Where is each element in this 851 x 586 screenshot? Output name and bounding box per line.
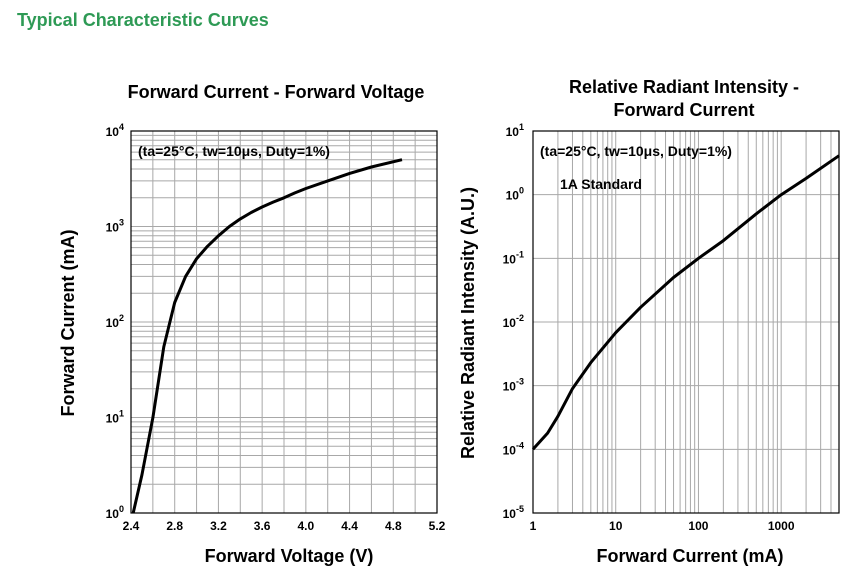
chart2-annotation: (ta=25°C, tw=10μs, Duty=1%) — [540, 143, 732, 159]
chart1-y-tick-label: 100 — [106, 504, 124, 521]
chart2-y-tick-label: 10-4 — [503, 440, 524, 457]
chart2-title-line1: Relative Radiant Intensity - — [569, 77, 799, 97]
chart1-x-tick-label: 4.0 — [298, 519, 315, 533]
chart2-x-tick-label: 1000 — [768, 519, 795, 533]
chart2-title-line2: Forward Current — [613, 100, 754, 120]
chart1-y-tick-label: 104 — [106, 122, 124, 139]
chart2-xlabel: Forward Current (mA) — [596, 546, 783, 566]
chart1-grid — [131, 131, 437, 513]
chart2-y-tick-label: 10-5 — [503, 504, 524, 521]
chart1-y-tick-label: 103 — [106, 218, 124, 235]
chart1-y-tick-label: 101 — [106, 409, 124, 426]
chart2-y-tick-label: 100 — [506, 186, 524, 203]
chart2-annotation-standard: 1A Standard — [560, 176, 642, 192]
chart1-title: Forward Current - Forward Voltage — [128, 82, 425, 102]
chart1-curve — [131, 158, 403, 514]
chart2-frame — [532, 130, 840, 514]
chart2-grid — [533, 131, 839, 513]
chart2-ylabel: Relative Radiant Intensity (A.U.) — [458, 187, 478, 459]
chart1-frame — [130, 130, 438, 514]
chart1-xlabel: Forward Voltage (V) — [205, 546, 374, 566]
chart2-x-tick-label: 10 — [609, 519, 623, 533]
chart2-y-tick-label: 10-1 — [503, 249, 524, 266]
chart2-x-tick-label: 100 — [688, 519, 708, 533]
chart2-curve — [531, 154, 840, 451]
chart1-x-tick-label: 2.8 — [166, 519, 183, 533]
chart2-y-tick-label: 101 — [506, 122, 524, 139]
section-title: Typical Characteristic Curves — [17, 10, 269, 30]
chart2-y-tick-label: 10-3 — [503, 377, 524, 394]
chart1-x-tick-label: 3.2 — [210, 519, 227, 533]
chart1-x-tick-label: 4.8 — [385, 519, 402, 533]
chart1-x-tick-label: 2.4 — [123, 519, 140, 533]
chart1-x-tick-label: 3.6 — [254, 519, 271, 533]
chart1-x-tick-label: 4.4 — [341, 519, 358, 533]
chart2-y-tick-label: 10-2 — [503, 313, 524, 330]
chart1-annotation: (ta=25°C, tw=10μs, Duty=1%) — [138, 143, 330, 159]
chart1-ylabel: Forward Current (mA) — [58, 229, 78, 416]
chart2-x-tick-label: 1 — [530, 519, 537, 533]
chart1-y-tick-label: 102 — [106, 313, 124, 330]
chart1-x-tick-label: 5.2 — [429, 519, 446, 533]
